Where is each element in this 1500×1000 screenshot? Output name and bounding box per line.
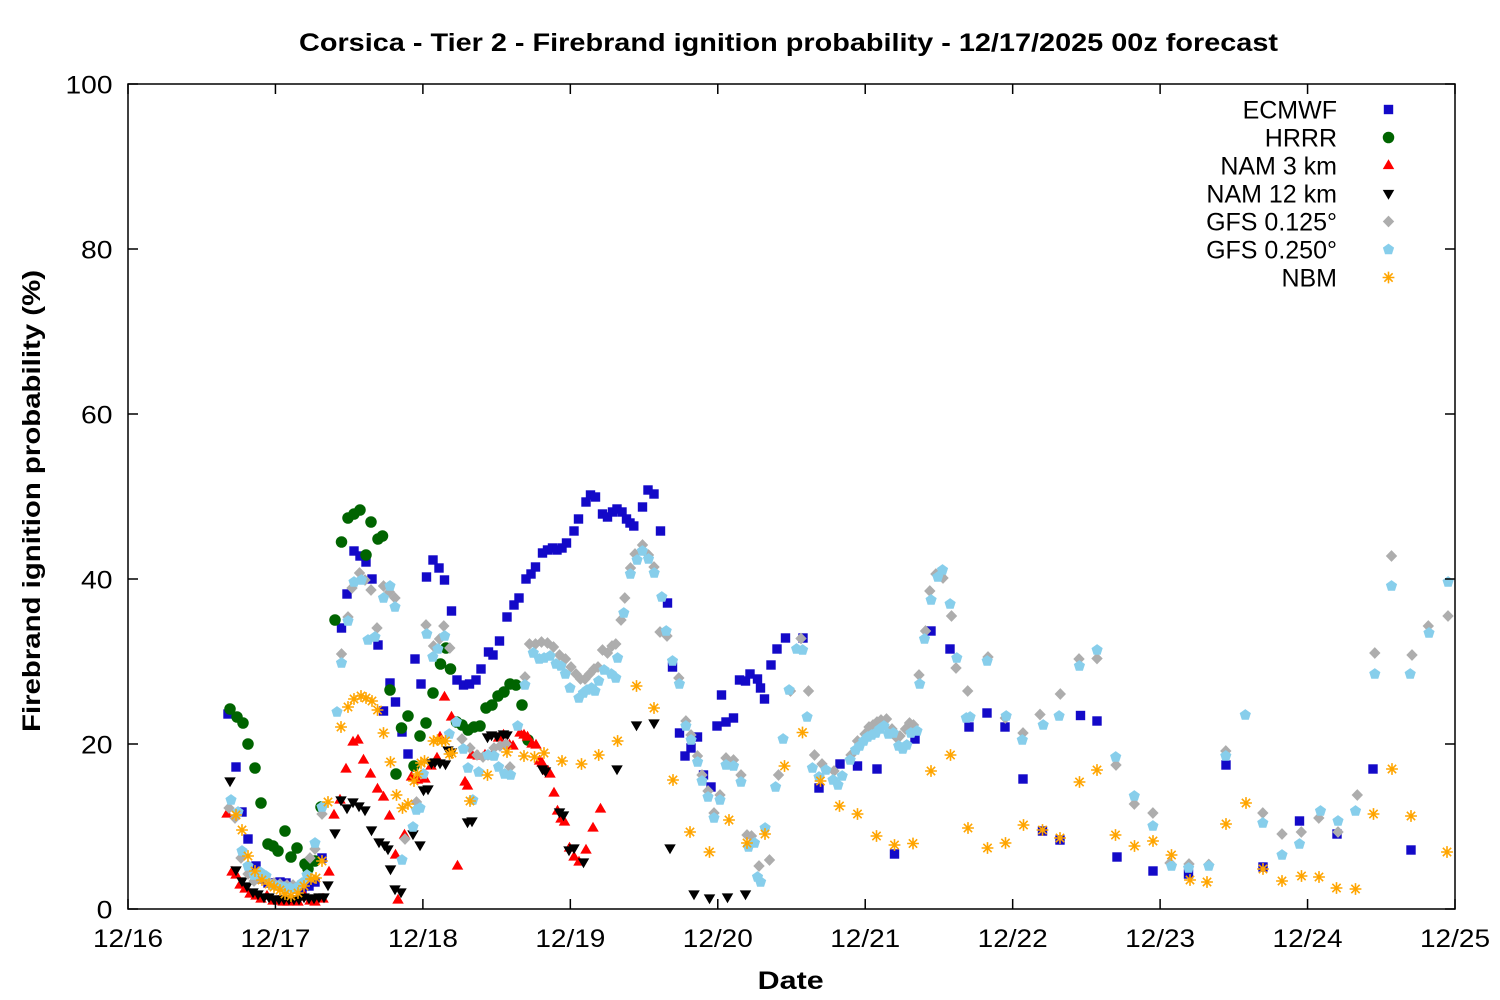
svg-text:NAM 12 km: NAM 12 km: [1206, 181, 1337, 209]
svg-text:12/23: 12/23: [1125, 925, 1195, 953]
svg-text:GFS 0.250°: GFS 0.250°: [1206, 237, 1337, 265]
svg-text:Corsica - Tier 2 - Firebrand i: Corsica - Tier 2 - Firebrand ignition pr…: [299, 29, 1279, 57]
svg-text:80: 80: [81, 237, 113, 265]
svg-text:HRRR: HRRR: [1265, 125, 1337, 153]
svg-text:0: 0: [97, 897, 113, 925]
svg-text:20: 20: [81, 732, 113, 760]
svg-text:12/21: 12/21: [830, 925, 900, 953]
svg-text:ECMWF: ECMWF: [1243, 97, 1337, 125]
svg-text:NAM 3 km: NAM 3 km: [1220, 153, 1337, 181]
svg-text:100: 100: [66, 72, 113, 100]
svg-text:12/25: 12/25: [1420, 925, 1490, 953]
svg-text:12/17: 12/17: [240, 925, 310, 953]
svg-text:GFS 0.125°: GFS 0.125°: [1206, 209, 1337, 237]
svg-text:12/16: 12/16: [93, 925, 163, 953]
svg-text:12/24: 12/24: [1273, 925, 1343, 953]
svg-text:12/20: 12/20: [683, 925, 753, 953]
svg-text:12/19: 12/19: [535, 925, 605, 953]
svg-text:Date: Date: [758, 967, 824, 995]
svg-text:60: 60: [81, 402, 113, 430]
svg-text:NBM: NBM: [1281, 265, 1337, 293]
svg-text:12/18: 12/18: [388, 925, 458, 953]
svg-text:40: 40: [81, 567, 113, 595]
svg-text:12/22: 12/22: [978, 925, 1048, 953]
svg-text:Firebrand ignition probability: Firebrand ignition probability (%): [18, 270, 46, 732]
